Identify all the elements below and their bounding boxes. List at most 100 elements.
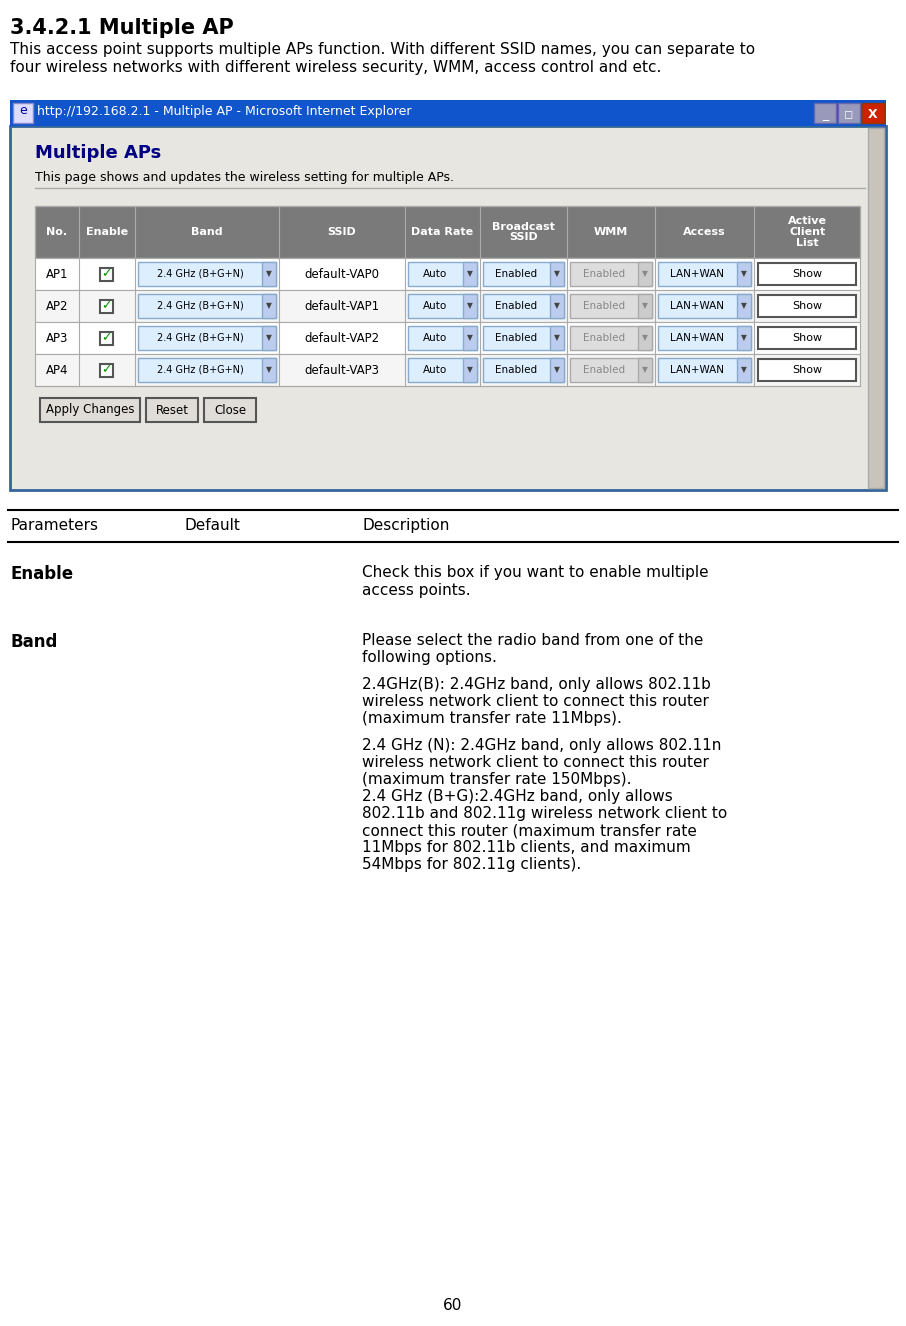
Bar: [35, 206, 860, 259]
Bar: [570, 294, 651, 318]
Text: Show: Show: [792, 333, 823, 343]
Text: Auto: Auto: [423, 333, 448, 343]
Bar: [737, 294, 751, 318]
Text: AP3: AP3: [45, 332, 68, 345]
Text: ◻: ◻: [844, 110, 853, 119]
Text: default-VAP1: default-VAP1: [304, 300, 380, 313]
Text: Enabled: Enabled: [583, 333, 625, 343]
Text: Show: Show: [792, 365, 823, 375]
Text: ✓: ✓: [101, 300, 112, 313]
Text: Auto: Auto: [423, 269, 448, 278]
Text: Enable: Enable: [86, 227, 128, 237]
Bar: [868, 129, 884, 488]
Text: LAN+WAN: LAN+WAN: [670, 333, 725, 343]
Bar: [146, 398, 198, 422]
Bar: [570, 326, 651, 350]
Text: Enabled: Enabled: [496, 269, 537, 278]
Text: Show: Show: [792, 301, 823, 312]
Bar: [758, 359, 856, 381]
Text: 2.4 GHz (B+G+N): 2.4 GHz (B+G+N): [157, 365, 244, 375]
Text: Please select the radio band from one of the: Please select the radio band from one of…: [362, 633, 703, 648]
Bar: [262, 358, 276, 382]
Bar: [737, 326, 751, 350]
Text: 11Mbps for 802.11b clients, and maximum: 11Mbps for 802.11b clients, and maximum: [362, 839, 690, 855]
Text: ▼: ▼: [266, 269, 272, 278]
Text: Enabled: Enabled: [583, 301, 625, 312]
Bar: [658, 263, 751, 286]
Text: ▼: ▼: [467, 334, 473, 342]
Text: Broadcast
SSID: Broadcast SSID: [492, 221, 554, 243]
Bar: [483, 263, 564, 286]
Bar: [550, 294, 564, 318]
Bar: [35, 259, 860, 290]
Bar: [101, 332, 113, 345]
Bar: [101, 363, 113, 377]
Text: 2.4 GHz (B+G):2.4GHz band, only allows: 2.4 GHz (B+G):2.4GHz band, only allows: [362, 789, 673, 804]
Text: ▼: ▼: [741, 269, 747, 278]
Text: Description: Description: [362, 518, 449, 533]
Bar: [408, 326, 477, 350]
Text: e: e: [19, 103, 27, 117]
Bar: [658, 326, 751, 350]
Text: No.: No.: [46, 227, 67, 237]
Bar: [408, 294, 477, 318]
Text: ▼: ▼: [741, 301, 747, 310]
Text: Enabled: Enabled: [496, 301, 537, 312]
Text: LAN+WAN: LAN+WAN: [670, 269, 725, 278]
Text: Band: Band: [191, 227, 223, 237]
Text: default-VAP0: default-VAP0: [304, 268, 380, 281]
Text: (maximum transfer rate 150Mbps).: (maximum transfer rate 150Mbps).: [362, 772, 631, 788]
Bar: [10, 126, 886, 491]
Text: 2.4GHz(B): 2.4GHz band, only allows 802.11b: 2.4GHz(B): 2.4GHz band, only allows 802.…: [362, 678, 711, 692]
Text: Show: Show: [792, 269, 823, 278]
Text: Apply Changes: Apply Changes: [45, 403, 134, 416]
Text: Enable: Enable: [10, 565, 73, 583]
Text: 2.4 GHz (B+G+N): 2.4 GHz (B+G+N): [157, 333, 244, 343]
Text: Auto: Auto: [423, 301, 448, 312]
Text: ▼: ▼: [266, 334, 272, 342]
Bar: [262, 263, 276, 286]
Bar: [138, 358, 276, 382]
Text: 2.4 GHz (B+G+N): 2.4 GHz (B+G+N): [157, 269, 244, 278]
Text: _: _: [822, 109, 828, 122]
Bar: [570, 358, 651, 382]
Text: ▼: ▼: [641, 269, 648, 278]
Text: ▼: ▼: [554, 301, 560, 310]
Text: default-VAP3: default-VAP3: [304, 363, 380, 377]
Text: AP4: AP4: [45, 363, 68, 377]
Text: 54Mbps for 802.11g clients).: 54Mbps for 802.11g clients).: [362, 857, 582, 873]
Bar: [101, 300, 113, 313]
Bar: [138, 294, 276, 318]
Text: wireless network client to connect this router: wireless network client to connect this …: [362, 754, 708, 770]
Text: connect this router (maximum transfer rate: connect this router (maximum transfer ra…: [362, 823, 697, 838]
Bar: [658, 294, 751, 318]
Bar: [101, 268, 113, 281]
Text: LAN+WAN: LAN+WAN: [670, 301, 725, 312]
Text: ▼: ▼: [554, 334, 560, 342]
Text: Default: Default: [185, 518, 241, 533]
Text: Enabled: Enabled: [496, 333, 537, 343]
Bar: [262, 326, 276, 350]
Bar: [262, 294, 276, 318]
Bar: [35, 322, 860, 354]
Text: ▼: ▼: [554, 269, 560, 278]
Text: ▼: ▼: [641, 334, 648, 342]
Text: Access: Access: [683, 227, 726, 237]
Bar: [483, 358, 564, 382]
Bar: [35, 354, 860, 386]
Bar: [570, 263, 651, 286]
Text: Multiple APs: Multiple APs: [35, 145, 161, 162]
Text: Check this box if you want to enable multiple: Check this box if you want to enable mul…: [362, 565, 708, 579]
Text: ✓: ✓: [101, 332, 112, 345]
Bar: [463, 263, 477, 286]
Text: ▼: ▼: [554, 366, 560, 374]
Text: This page shows and updates the wireless setting for multiple APs.: This page shows and updates the wireless…: [35, 171, 454, 184]
Text: AP1: AP1: [45, 268, 68, 281]
Bar: [483, 294, 564, 318]
Bar: [758, 328, 856, 349]
Bar: [35, 290, 860, 322]
Bar: [638, 263, 651, 286]
Bar: [862, 103, 884, 123]
Bar: [138, 263, 276, 286]
Text: WMM: WMM: [593, 227, 628, 237]
